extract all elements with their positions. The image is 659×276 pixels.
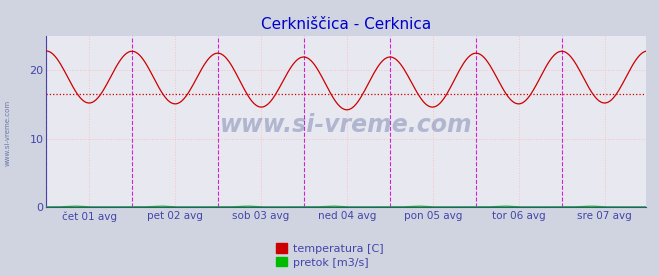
Text: www.si-vreme.com: www.si-vreme.com (219, 113, 473, 137)
Title: Cerkniščica - Cerknica: Cerkniščica - Cerknica (261, 17, 431, 32)
Text: www.si-vreme.com: www.si-vreme.com (5, 99, 11, 166)
Legend: temperatura [C], pretok [m3/s]: temperatura [C], pretok [m3/s] (276, 243, 383, 268)
